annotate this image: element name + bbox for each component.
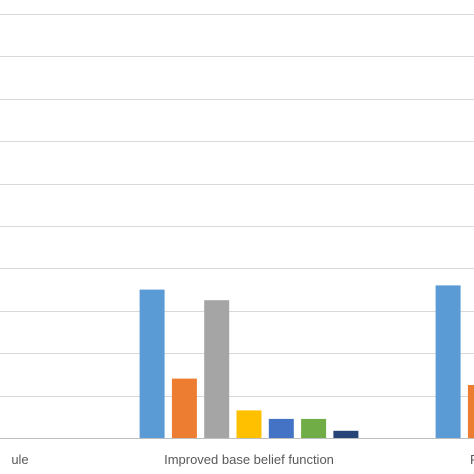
bar-series-6-category-1 xyxy=(333,430,359,438)
bar-series-1-category-2 xyxy=(467,385,474,438)
x-tick-label-0: ule xyxy=(11,452,28,467)
bar-series-3-category-1 xyxy=(236,410,262,438)
bar-series-0-category-2 xyxy=(435,285,461,438)
x-tick-label-1: Improved base belief function xyxy=(164,452,334,467)
bar-series-1-category-1 xyxy=(171,378,197,438)
gridlines xyxy=(0,14,474,397)
bars xyxy=(139,285,474,438)
bar-series-0-category-1 xyxy=(139,289,165,438)
x-tick-label-2: P xyxy=(470,452,474,467)
bar-series-2-category-1 xyxy=(204,300,230,438)
x-axis-tick-labels: ule Improved base belief function P xyxy=(11,452,474,467)
bar-series-5-category-1 xyxy=(301,418,327,438)
bar-series-4-category-1 xyxy=(268,418,294,438)
